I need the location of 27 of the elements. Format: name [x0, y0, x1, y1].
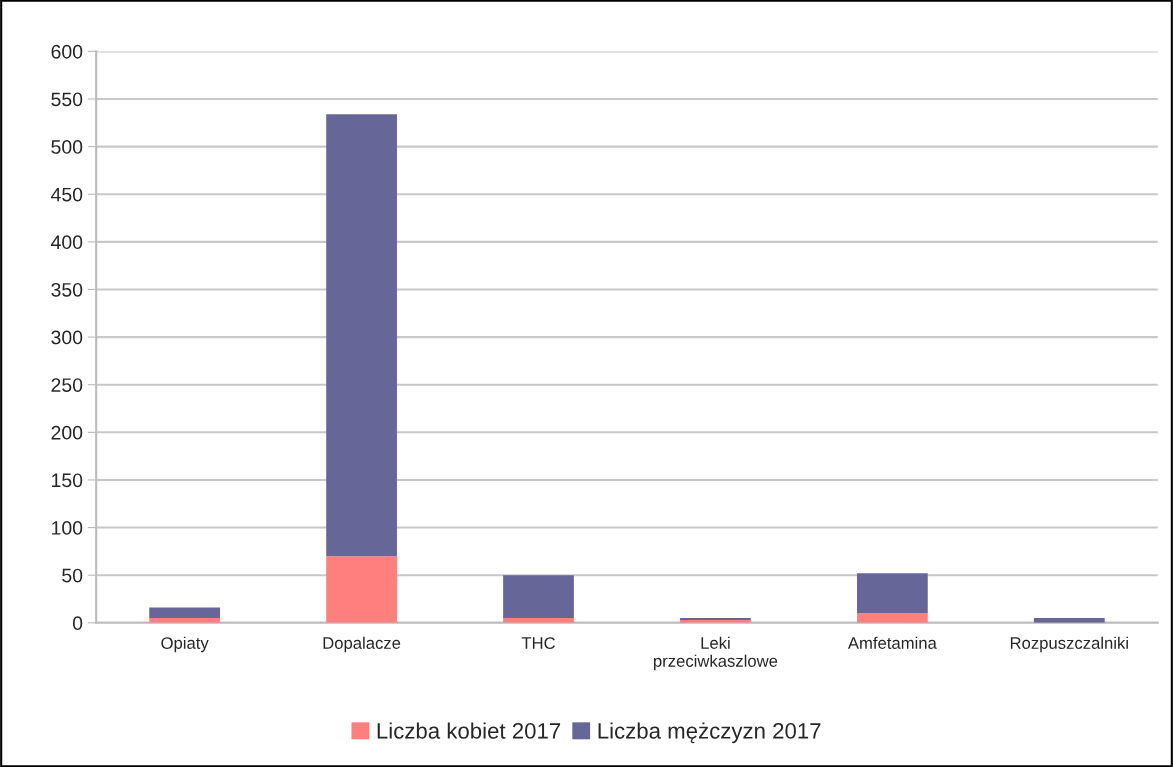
x-tick-label: Leki przeciwkaszlowe [653, 636, 778, 671]
legend-label: Liczba mężczyzn 2017 [598, 722, 821, 744]
x-tick-label: Opiaty [161, 636, 209, 653]
y-tick-label: 250 [51, 378, 83, 392]
bar [326, 556, 397, 623]
y-tick-label: 200 [51, 425, 83, 440]
y-tick-label: 600 [51, 44, 83, 59]
y-tick-label: 150 [52, 473, 83, 488]
bar [856, 573, 928, 614]
y-tick-label: 550 [51, 92, 83, 107]
bar [503, 575, 574, 619]
legend-label: Liczba kobiet 2017 [377, 722, 561, 739]
y-tick-label: 300 [51, 330, 83, 345]
y-tick-label: 500 [51, 140, 83, 154]
y-tick-label: 50 [62, 568, 83, 583]
y-tick-label: 350 [51, 282, 83, 297]
x-tick-label: Amfetamina [847, 636, 937, 649]
x-tick-label: Rozpuszczalniki [1010, 636, 1128, 653]
bar [149, 607, 221, 619]
x-tick-label: THC [521, 637, 555, 649]
x-tick-label: Dopalacze [323, 636, 401, 653]
y-tick-label: 100 [52, 521, 83, 535]
y-tick-label: 0 [72, 616, 83, 631]
y-tick-label: 450 [51, 187, 83, 202]
bar [326, 114, 397, 557]
y-tick-label: 400 [51, 235, 83, 250]
bar [856, 613, 928, 623]
